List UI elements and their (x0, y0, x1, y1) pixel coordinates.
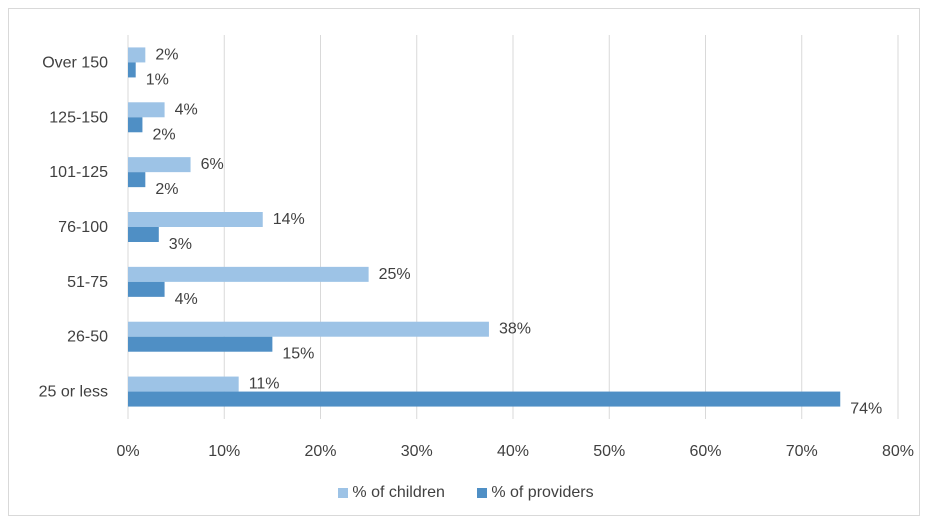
category-label: Over 150 (42, 54, 108, 71)
category-label: 51-75 (67, 274, 108, 291)
bar-providers (128, 62, 136, 78)
data-label-providers: 3% (169, 236, 192, 253)
x-tick-label: 20% (304, 443, 336, 460)
bar-providers (128, 117, 143, 133)
legend-label-providers: % of providers (491, 484, 594, 501)
data-label-children: 11% (249, 376, 280, 393)
data-label-children: 14% (273, 211, 305, 228)
data-label-children: 38% (499, 321, 531, 338)
data-label-providers: 1% (146, 71, 169, 88)
x-tick-label: 0% (116, 443, 139, 460)
category-label: 25 or less (39, 384, 108, 401)
data-label-providers: 74% (850, 401, 882, 418)
x-tick-label: 10% (208, 443, 240, 460)
x-tick-label: 30% (401, 443, 433, 460)
legend-swatch-providers (477, 488, 488, 498)
category-label: 76-100 (58, 219, 108, 236)
data-label-children: 6% (201, 156, 224, 173)
bar-children (128, 321, 489, 337)
bar-children (128, 212, 263, 227)
data-label-providers: 4% (175, 291, 198, 308)
category-label: 101-125 (49, 164, 108, 181)
bar-children (128, 266, 369, 282)
bars (128, 47, 841, 407)
x-tick-label: 40% (497, 443, 529, 460)
data-label-providers: 2% (155, 181, 178, 198)
legend: % of children % of providers (0, 484, 932, 503)
category-label: 125-150 (49, 109, 108, 126)
data-label-children: 2% (155, 46, 178, 63)
bar-children (128, 157, 191, 173)
x-tick-label: 80% (882, 443, 914, 460)
legend-item-providers: % of providers (477, 484, 594, 502)
bar-providers (128, 391, 841, 407)
bar-providers (128, 336, 273, 352)
data-label-providers: 15% (282, 346, 314, 363)
x-tick-label: 60% (689, 443, 721, 460)
data-label-children: 25% (379, 266, 411, 283)
legend-label-children: % of children (352, 484, 445, 501)
bar-providers (128, 227, 159, 242)
legend-item-children: % of children (338, 484, 445, 502)
data-label-children: 4% (175, 101, 198, 118)
data-label-providers: 2% (152, 126, 175, 143)
bar-providers (128, 281, 165, 297)
bar-providers (128, 172, 146, 188)
bar-children (128, 47, 146, 63)
legend-swatch-children (338, 488, 349, 498)
x-tick-label: 70% (786, 443, 818, 460)
category-label: 26-50 (67, 329, 108, 346)
labels: 0% 10% 20% 30% 40% 50% 60% 70% 80% 25 or less 11% 7… (39, 46, 914, 460)
bar-children (128, 376, 239, 392)
bar-children (128, 102, 165, 118)
chart-frame (8, 8, 920, 516)
x-tick-label: 50% (593, 443, 625, 460)
